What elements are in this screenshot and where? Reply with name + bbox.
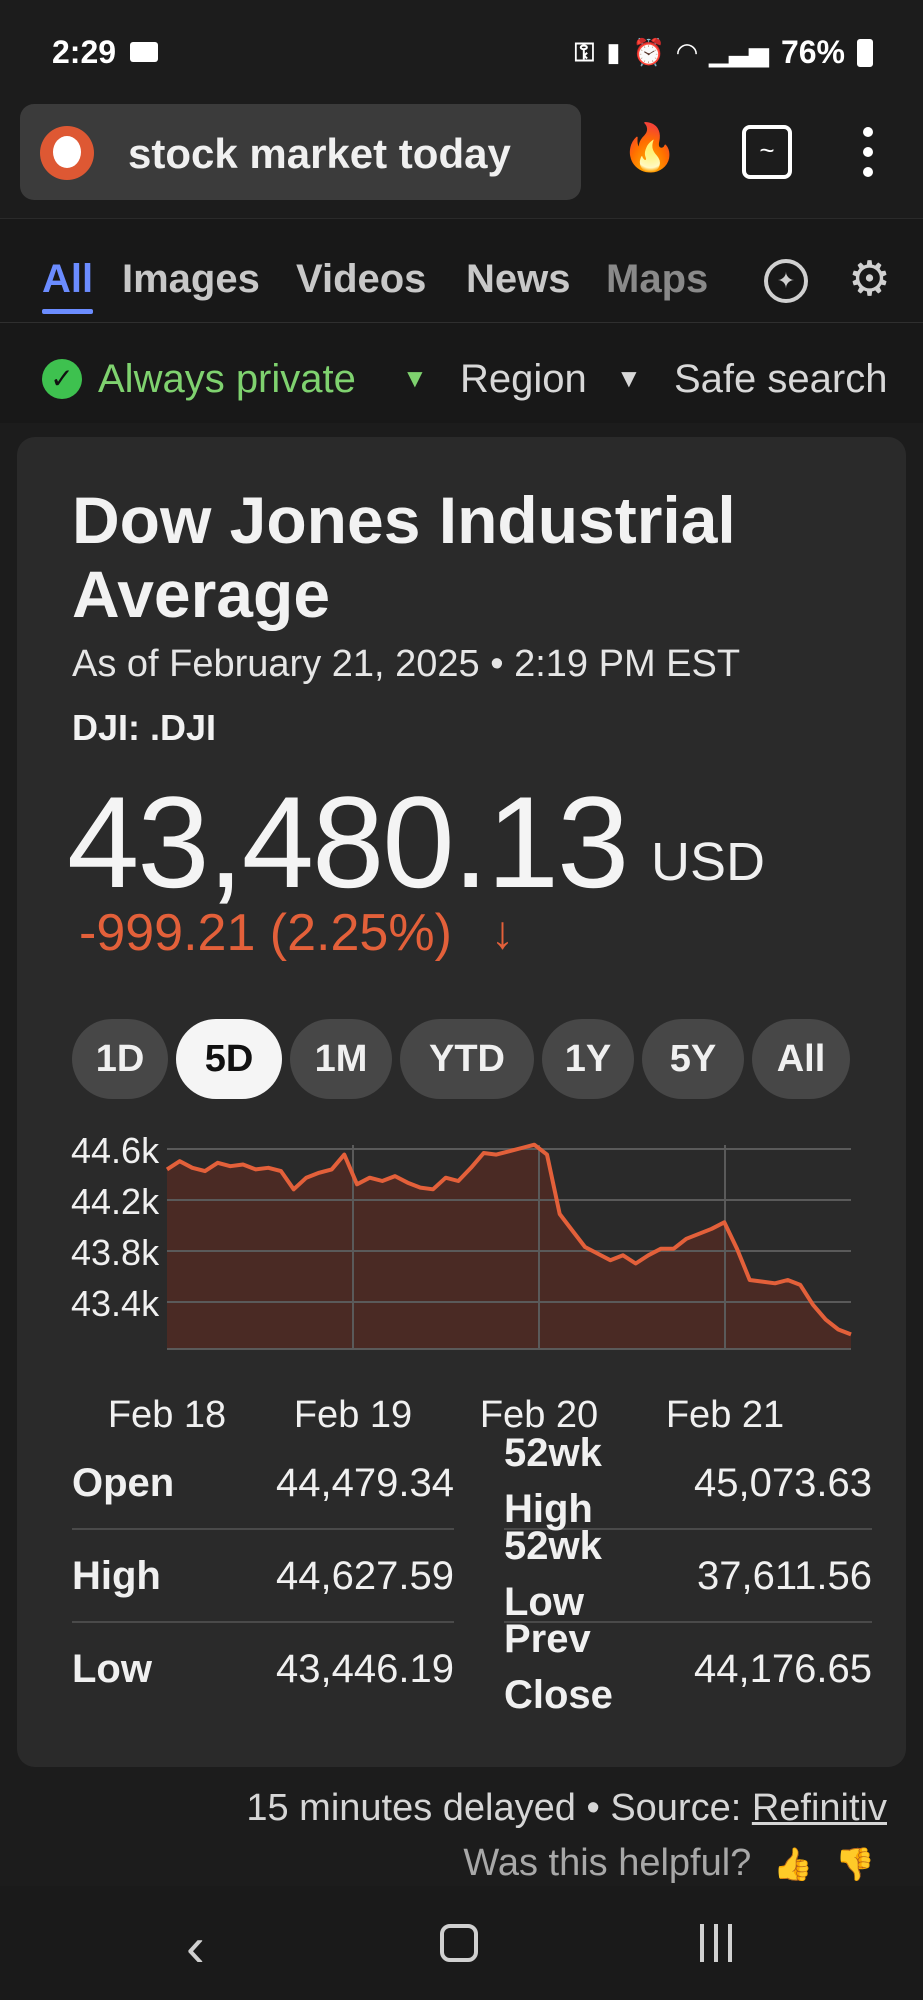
stat-open: Open 44,479.34 xyxy=(72,1437,454,1530)
as-of-timestamp: As of February 21, 2025 • 2:19 PM EST xyxy=(72,643,741,685)
stat-52wk-low: 52wk Low 37,611.56 xyxy=(504,1524,872,1624)
battery-saver-icon: ▮ xyxy=(606,37,621,67)
tabs-icon[interactable]: ~ xyxy=(742,125,792,179)
feedback-row: Was this helpful? 👍 👎 xyxy=(463,1842,875,1885)
range-5d[interactable]: 5D xyxy=(176,1019,282,1099)
ai-chat-icon[interactable]: ✦ xyxy=(764,259,808,303)
wifi-icon: ◠ xyxy=(676,37,697,67)
price-chart[interactable]: 44.6k 44.2k 43.8k 43.4k Feb 18 Feb 19 Feb 20 Fe… xyxy=(17,1137,906,1517)
stat-value: 44,479.34 xyxy=(276,1461,454,1505)
search-query[interactable]: stock market today xyxy=(128,130,511,177)
status-time: 2:29 xyxy=(52,34,117,70)
home-icon[interactable] xyxy=(440,1924,478,1962)
search-tabs: All Images Videos News Maps ✦ ⚙ xyxy=(0,218,923,323)
tab-videos[interactable]: Videos xyxy=(296,257,427,301)
source-link[interactable]: Refinitiv xyxy=(751,1787,887,1829)
alarm-icon: ⏰ xyxy=(632,37,665,67)
tab-all[interactable]: All xyxy=(42,257,94,314)
stat-label: High xyxy=(72,1554,161,1598)
gear-icon[interactable]: ⚙ xyxy=(848,253,892,306)
stat-value: 44,176.65 xyxy=(694,1647,872,1691)
y-tick-label: 43.4k xyxy=(71,1283,160,1324)
safe-search-dropdown[interactable]: Safe search xyxy=(674,357,888,401)
stat-value: 37,611.56 xyxy=(697,1554,872,1598)
tab-images[interactable]: Images xyxy=(122,257,260,301)
region-dropdown[interactable]: Region xyxy=(460,357,587,401)
x-tick-label: Feb 18 xyxy=(108,1394,226,1436)
chart-area-fill xyxy=(167,1144,851,1349)
series-line xyxy=(165,1142,852,1337)
battery-percent: 76% xyxy=(780,34,845,70)
stat-label: Open xyxy=(72,1461,175,1505)
always-private-dropdown[interactable]: Always private xyxy=(98,357,356,401)
range-ytd[interactable]: YTD xyxy=(400,1019,534,1099)
stat-high: High 44,627.59 xyxy=(72,1530,454,1623)
delay-text: 15 minutes delayed • Source: xyxy=(246,1787,752,1829)
price-change: -999.21 (2.25%) xyxy=(79,904,452,962)
battery-icon xyxy=(857,38,873,67)
helpful-question: Was this helpful? xyxy=(463,1842,752,1884)
system-nav-bar: ‹ xyxy=(0,1886,923,2000)
arrow-down-icon: ↓ xyxy=(491,906,514,958)
x-tick-label: Feb 20 xyxy=(480,1394,598,1436)
stat-low: Low 43,446.19 xyxy=(72,1623,454,1716)
overflow-menu-icon[interactable] xyxy=(858,122,878,182)
ticker-symbol: DJI: .DJI xyxy=(72,707,217,748)
fire-icon[interactable]: 🔥 xyxy=(621,121,679,173)
mail-icon xyxy=(130,42,158,62)
duckduckgo-logo-icon xyxy=(40,126,94,180)
chevron-down-icon[interactable]: ▼ xyxy=(616,363,642,393)
status-bar: 2:29 ⚿ ▮ ⏰ ◠ ▁▃▅ 76% xyxy=(0,0,923,100)
x-tick-label: Feb 21 xyxy=(666,1394,784,1436)
stat-52wk-high: 52wk High 45,073.63 xyxy=(504,1431,872,1531)
search-bar[interactable]: stock market today xyxy=(20,104,581,200)
stat-label: 52wk High xyxy=(504,1431,602,1531)
range-5y[interactable]: 5Y xyxy=(642,1019,744,1099)
recent-apps-icon[interactable] xyxy=(700,1924,732,1962)
stat-label: Low xyxy=(72,1647,152,1691)
range-1y[interactable]: 1Y xyxy=(542,1019,634,1099)
stock-card: Dow Jones Industrial Average As of Febru… xyxy=(17,437,906,1767)
range-1d[interactable]: 1D xyxy=(72,1019,168,1099)
y-tick-label: 44.6k xyxy=(71,1137,160,1171)
y-tick-label: 44.2k xyxy=(71,1181,160,1222)
range-1m[interactable]: 1M xyxy=(290,1019,392,1099)
stock-price: 43,480.13 xyxy=(67,769,629,915)
filter-row: ✓ Always private ▼ Region ▼ Safe search xyxy=(0,323,923,423)
stat-prev-close: Prev Close 44,176.65 xyxy=(504,1617,872,1717)
range-all[interactable]: All xyxy=(752,1019,850,1099)
stat-value: 45,073.63 xyxy=(694,1461,872,1505)
stat-label: Prev Close xyxy=(504,1617,613,1717)
source-note: 15 minutes delayed • Source: Refinitiv xyxy=(246,1787,887,1830)
y-tick-label: 43.8k xyxy=(71,1232,160,1273)
status-icons: ⚿ ▮ ⏰ ◠ ▁▃▅ 76% xyxy=(574,34,873,71)
currency: USD xyxy=(651,832,766,892)
chevron-down-icon[interactable]: ▼ xyxy=(402,363,428,393)
stock-name: Dow Jones Industrial Average xyxy=(72,483,736,631)
thumbs-up-icon[interactable]: 👍 xyxy=(773,1845,814,1882)
stat-value: 43,446.19 xyxy=(276,1647,454,1691)
x-tick-label: Feb 19 xyxy=(294,1394,412,1436)
range-selector: 1D 5D 1M YTD 1Y 5Y All xyxy=(72,1019,872,1099)
tab-news[interactable]: News xyxy=(466,257,571,301)
stat-value: 44,627.59 xyxy=(276,1554,454,1598)
stat-label: 52wk Low xyxy=(504,1524,602,1624)
key-icon: ⚿ xyxy=(574,36,595,67)
tab-maps[interactable]: Maps xyxy=(606,257,709,301)
check-icon: ✓ xyxy=(42,359,82,399)
back-icon[interactable]: ‹ xyxy=(186,1915,205,1978)
signal-icon: ▁▃▅ xyxy=(708,37,769,67)
thumbs-down-icon[interactable]: 👎 xyxy=(835,1845,875,1882)
